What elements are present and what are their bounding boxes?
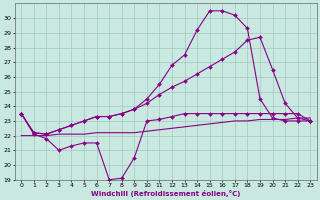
X-axis label: Windchill (Refroidissement éolien,°C): Windchill (Refroidissement éolien,°C) <box>91 190 240 197</box>
